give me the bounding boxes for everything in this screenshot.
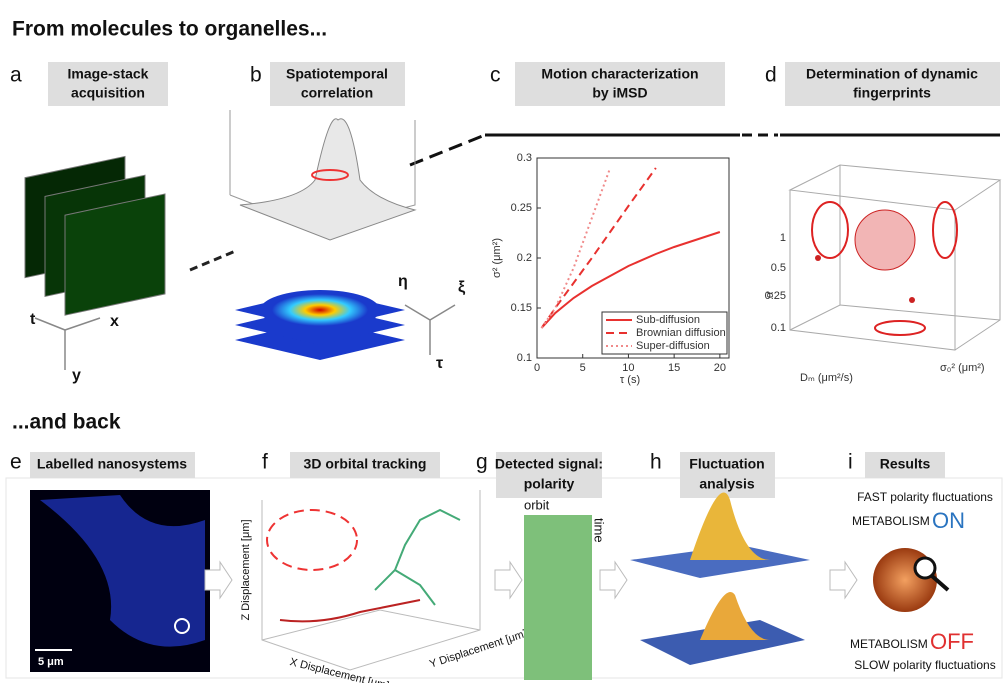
panel-label: Results bbox=[880, 456, 931, 472]
x-axis-label: τ (s) bbox=[620, 374, 640, 386]
series-line bbox=[542, 168, 656, 328]
y-tick-label: 0.25 bbox=[511, 202, 532, 214]
magnifier bbox=[915, 558, 935, 578]
axis-letter: η bbox=[398, 273, 408, 290]
axis-letter: t bbox=[30, 311, 36, 328]
axis-label: Z Displacement [μm] bbox=[240, 519, 252, 620]
axis-label: Y Displacement [μm] bbox=[428, 628, 528, 671]
panel-letter: e bbox=[10, 451, 22, 474]
legend-label: Super-diffusion bbox=[636, 340, 710, 352]
y-axis-label: σ² (μm²) bbox=[491, 238, 503, 278]
bottom-title: ...and back bbox=[12, 411, 121, 434]
result-text: SLOW polarity fluctuations bbox=[854, 658, 995, 672]
axes-icon bbox=[35, 318, 100, 370]
result-text: METABOLISM bbox=[852, 514, 930, 528]
tick-label: 0.1 bbox=[771, 322, 786, 334]
panel-label: acquisition bbox=[71, 85, 145, 101]
axis-letter: y bbox=[72, 367, 81, 384]
x-tick-label: 10 bbox=[622, 362, 634, 374]
legend-label: Brownian diffusion bbox=[636, 327, 726, 339]
y-tick-label: 0.3 bbox=[517, 152, 532, 164]
legend-label: Sub-diffusion bbox=[636, 314, 700, 326]
x-tick-label: 5 bbox=[580, 362, 586, 374]
image-stack bbox=[25, 156, 165, 315]
axes-icon bbox=[405, 305, 455, 355]
y-tick-label: 0.1 bbox=[517, 352, 532, 364]
panel-letter: a bbox=[10, 64, 22, 87]
arrow bbox=[495, 562, 522, 598]
correlation-surface bbox=[230, 110, 415, 240]
connector bbox=[410, 135, 485, 165]
panel-label: polarity bbox=[524, 476, 575, 492]
tick-label: 1 bbox=[780, 232, 786, 244]
x-tick-label: 0 bbox=[534, 362, 540, 374]
correlation-heatmap bbox=[235, 290, 405, 360]
panel-letter: b bbox=[250, 64, 262, 87]
axis-label: σ₀² (μm²) bbox=[940, 362, 985, 374]
chart: 0.1 0.15 0.2 0.25 0.3 0 5 10 15 20 Sub-diffusionBr… bbox=[511, 152, 727, 374]
fluctuation-surface bbox=[630, 493, 810, 666]
tick-label: 0.25 bbox=[765, 290, 786, 302]
x-tick-label: 15 bbox=[668, 362, 680, 374]
panel-label: Image-stack bbox=[68, 66, 149, 82]
y-tick-label: 0.15 bbox=[511, 302, 532, 314]
tick-label: 0.5 bbox=[771, 262, 786, 274]
result-status: ON bbox=[932, 508, 965, 533]
trajectory-plot bbox=[262, 490, 480, 670]
figure: From molecules to organelles... ...and b… bbox=[0, 0, 1006, 683]
orbit-label: orbit bbox=[524, 497, 550, 512]
panel-label: Determination of dynamic bbox=[806, 66, 978, 82]
result-text: FAST polarity fluctuations bbox=[857, 490, 993, 504]
arrow bbox=[600, 562, 627, 598]
axis-letter: ξ bbox=[458, 279, 466, 296]
panel-label: Motion characterization bbox=[541, 66, 698, 82]
axis-label: Dₘ (μm²/s) bbox=[800, 372, 853, 384]
panel-label: Fluctuation bbox=[689, 456, 764, 472]
panel-label: 3D orbital tracking bbox=[304, 456, 427, 472]
panel-letter: i bbox=[848, 451, 853, 474]
panel-label: analysis bbox=[699, 476, 754, 492]
panel-letter: f bbox=[262, 451, 268, 474]
panel-letter: h bbox=[650, 451, 662, 474]
panel-label: Spatiotemporal bbox=[286, 66, 388, 82]
time-label: time bbox=[592, 518, 607, 543]
panel-letter: g bbox=[476, 451, 488, 474]
result-text: METABOLISM bbox=[850, 637, 928, 651]
top-title: From molecules to organelles... bbox=[12, 18, 327, 41]
3d-cube bbox=[790, 165, 1000, 350]
panel-letter: c bbox=[490, 64, 501, 87]
scale-label: 5 μm bbox=[38, 656, 64, 668]
panel-label: by iMSD bbox=[592, 85, 647, 101]
polarity-signal bbox=[524, 515, 592, 680]
result-status: OFF bbox=[930, 629, 974, 654]
axis-label: X Displacement [μm] bbox=[289, 656, 391, 683]
axis-letter: x bbox=[110, 313, 119, 330]
arrow bbox=[190, 250, 238, 270]
panel-label: Labelled nanosystems bbox=[37, 456, 187, 472]
panel-label: correlation bbox=[301, 85, 373, 101]
axis-letter: τ bbox=[436, 355, 443, 372]
x-tick-label: 20 bbox=[714, 362, 726, 374]
panel-label: Detected signal: bbox=[495, 456, 603, 472]
arrow bbox=[830, 562, 857, 598]
panel-label: fingerprints bbox=[853, 85, 931, 101]
panel-letter: d bbox=[765, 64, 777, 87]
y-tick-label: 0.2 bbox=[517, 252, 532, 264]
